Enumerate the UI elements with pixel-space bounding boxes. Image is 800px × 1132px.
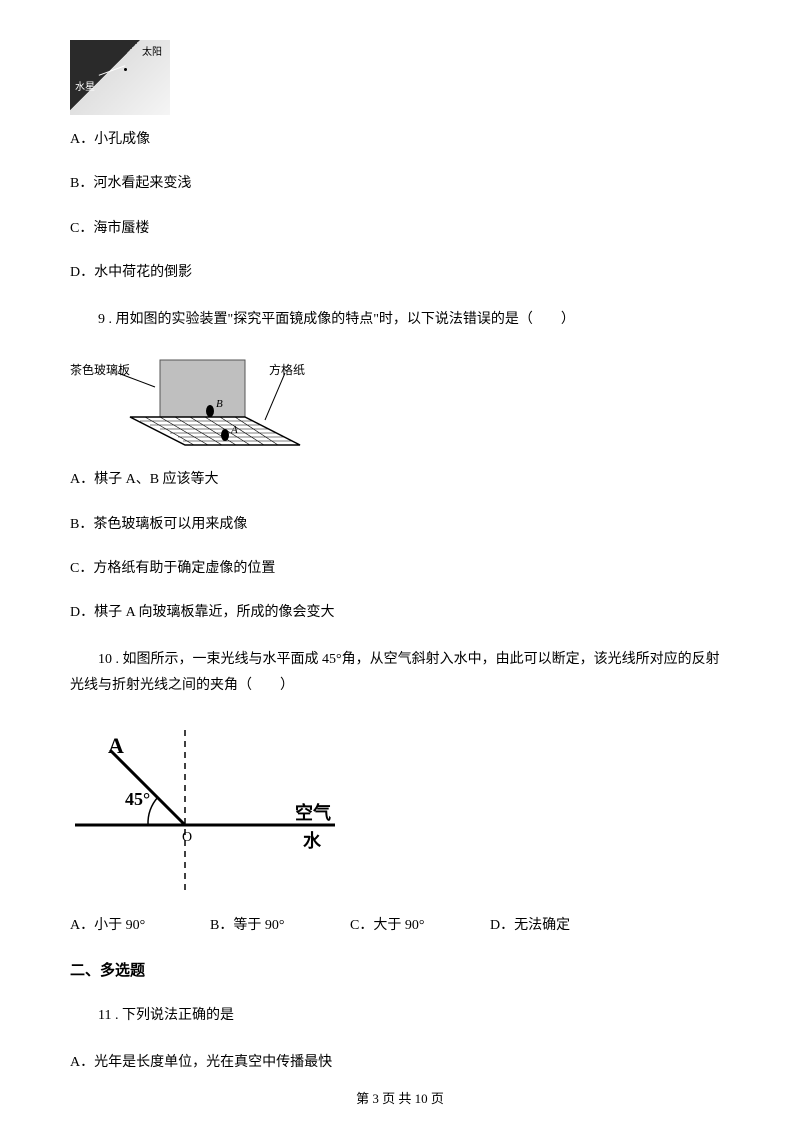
refract-svg: A 45° O 空气 水 (70, 725, 350, 895)
pointer-line (99, 65, 126, 76)
mercury-dot (124, 68, 127, 71)
q8-option-b: B．河水看起来变浅 (70, 173, 730, 195)
q9-text: 9 . 用如图的实验装置"探究平面镜成像的特点"时，以下说法错误的是（ ） (70, 307, 730, 334)
q10-text: 10 . 如图所示，一束光线与水平面成 45°角，从空气斜射入水中，由此可以断定… (70, 647, 730, 700)
q9-option-b: B．茶色玻璃板可以用来成像 (70, 514, 730, 536)
q10-option-d: D．无法确定 (490, 915, 630, 937)
mirror-svg: B A (70, 355, 330, 455)
page-footer: 第 3 页 共 10 页 (0, 1089, 800, 1110)
q9-option-d: D．棋子 A 向玻璃板靠近，所成的像会变大 (70, 602, 730, 624)
label-water: 水 (303, 830, 322, 851)
q10-option-b: B．等于 90° (210, 915, 350, 937)
figure-refraction: A 45° O 空气 水 (70, 725, 350, 895)
label-air: 空气 (295, 802, 331, 823)
q9-option-a: A．棋子 A、B 应该等大 (70, 469, 730, 491)
label-o: O (182, 830, 192, 845)
section-2-title: 二、多选题 (70, 959, 730, 983)
label-angle: 45° (125, 789, 150, 809)
q11-text: 11 . 下列说法正确的是 (70, 1003, 730, 1030)
q9-option-c: C．方格纸有助于确定虚像的位置 (70, 558, 730, 580)
q10-option-a: A．小于 90° (70, 915, 210, 937)
q11-option-a: A．光年是长度单位，光在真空中传播最快 (70, 1052, 730, 1074)
q8-option-d: D．水中荷花的倒影 (70, 262, 730, 284)
marker-b: B (216, 398, 223, 410)
marker-a: A (230, 424, 238, 436)
sun-label: 太阳 (142, 45, 162, 61)
q8-option-a: A．小孔成像 (70, 129, 730, 151)
q10-option-c: C．大于 90° (350, 915, 490, 937)
figure-sun-mercury: 太阳 水星 (70, 40, 170, 115)
q10-options: A．小于 90° B．等于 90° C．大于 90° D．无法确定 (70, 915, 630, 937)
mercury-label: 水星 (75, 80, 95, 96)
label-a: A (108, 733, 124, 758)
figure-mirror-experiment: 茶色玻璃板 方格纸 B A (70, 355, 330, 455)
q8-option-c: C．海市蜃楼 (70, 218, 730, 240)
